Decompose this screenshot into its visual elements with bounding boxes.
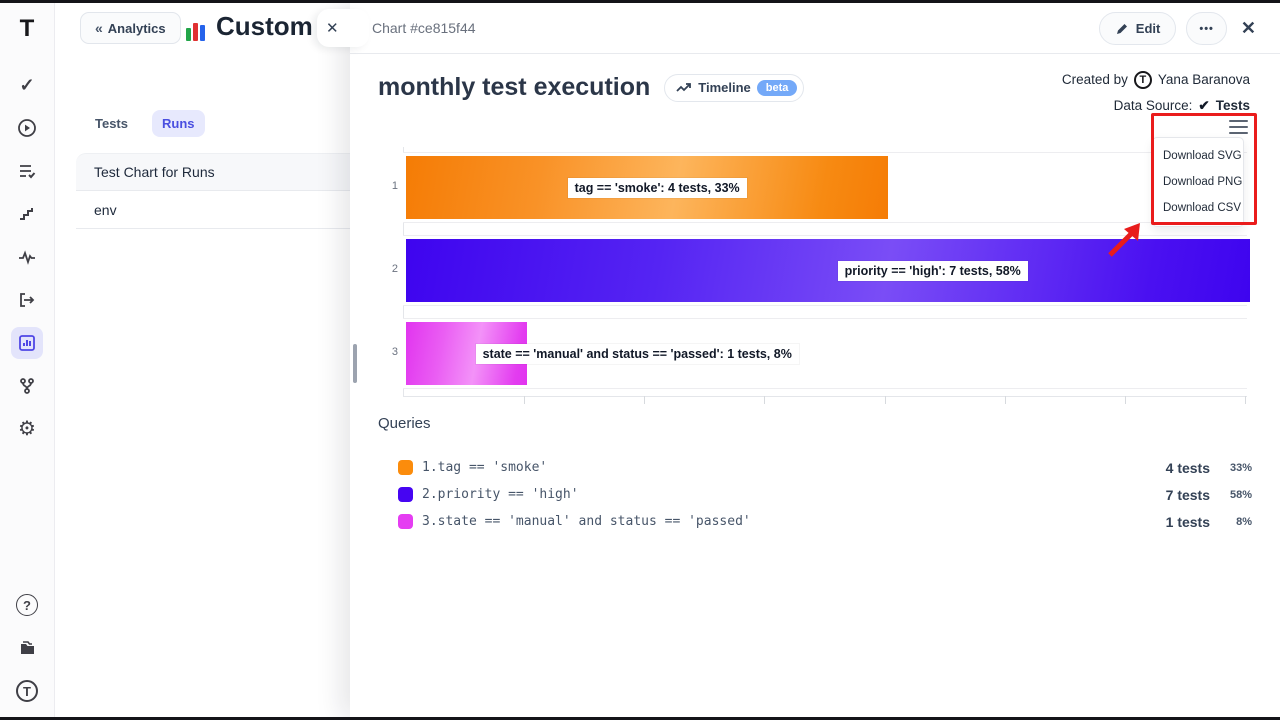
query-percent: 58%: [1229, 488, 1252, 501]
swatch-orange: [398, 460, 413, 475]
edit-button[interactable]: Edit: [1098, 12, 1177, 45]
queries-heading: Queries: [378, 415, 431, 432]
panel-header: Chart #ce815f44 Edit ••• ✕: [350, 3, 1280, 54]
query-row-3: 3. state == 'manual' and status == 'passe…: [378, 508, 1252, 535]
y-tick-3: 3: [391, 346, 398, 358]
window-top-edge: [0, 0, 1280, 3]
pulse-icon[interactable]: [11, 241, 43, 273]
timeline-label: Timeline: [698, 80, 751, 95]
x-axis-tick: [644, 396, 646, 404]
panel-actions: Edit ••• ✕: [1098, 12, 1260, 45]
creator-avatar: T: [1133, 71, 1152, 89]
timeline-toggle-button[interactable]: Timeline beta: [664, 73, 805, 102]
swatch-magenta: [398, 514, 413, 529]
query-text: priority == 'high': [437, 487, 579, 502]
branch-icon[interactable]: [11, 370, 43, 402]
analytics-back-label: Analytics: [107, 20, 166, 36]
icon-sidebar: T ✓ ⚙ ? T: [0, 3, 55, 717]
tab-runs[interactable]: Runs: [152, 110, 205, 137]
edit-label: Edit: [1135, 21, 1161, 36]
panel-close-notch-button[interactable]: ✕: [317, 9, 369, 47]
y-tick-2: 2: [391, 263, 398, 275]
query-index: 1.: [422, 460, 438, 475]
docs-icon[interactable]: [11, 632, 43, 664]
query-index: 2.: [422, 487, 438, 502]
x-axis-tick: [1004, 396, 1006, 404]
check-icon: ✔: [1198, 98, 1210, 113]
bar-label-state-manual-passed: state == 'manual' and status == 'passed'…: [475, 343, 799, 364]
pencil-icon: [1116, 23, 1127, 34]
x-axis-tick: [884, 396, 886, 404]
creator-name: Yana Baranova: [1157, 72, 1250, 87]
y-tick-1: 1: [391, 180, 398, 192]
query-tests-count: 4 tests: [1165, 459, 1210, 476]
chart-title: monthly test execution: [378, 73, 651, 101]
query-index: 3.: [422, 514, 438, 529]
steps-icon[interactable]: [11, 198, 43, 230]
query-percent: 33%: [1229, 461, 1252, 474]
chart-row: tag == 'smoke': 4 tests, 33%: [403, 152, 1247, 223]
settings-gear-icon[interactable]: ⚙: [18, 418, 36, 440]
query-percent: 8%: [1236, 515, 1252, 528]
menu-item-download-csv[interactable]: Download CSV: [1163, 202, 1241, 214]
chevrons-left-icon: «: [95, 20, 103, 36]
tab-tests[interactable]: Tests: [95, 116, 128, 131]
window-bottom-edge: [0, 717, 1280, 720]
checklist-icon[interactable]: [11, 155, 43, 187]
chart-id-title: Chart #ce815f44: [372, 20, 476, 36]
trend-line-icon: [676, 82, 692, 92]
close-panel-icon[interactable]: ✕: [1240, 18, 1256, 38]
x-axis-tick: [524, 396, 526, 404]
x-axis-tick: [1245, 396, 1246, 404]
query-tests-count: 1 tests: [1165, 513, 1210, 530]
queries-section: Queries 1. tag == 'smoke' 4 tests 33% 2. pr…: [378, 415, 1252, 535]
data-source-value: Tests: [1215, 98, 1250, 113]
bar-label-priority-high: priority == 'high': 7 tests, 58%: [837, 260, 1028, 281]
more-options-button[interactable]: •••: [1186, 12, 1227, 45]
play-circle-icon[interactable]: [11, 112, 43, 144]
query-text: state == 'manual' and status == 'passed': [437, 514, 751, 529]
chart-row: priority == 'high': 7 tests, 58%: [403, 235, 1250, 306]
query-row-1: 1. tag == 'smoke' 4 tests 33%: [378, 454, 1252, 481]
swatch-purple: [398, 487, 413, 502]
query-tests-count: 7 tests: [1165, 486, 1210, 503]
profile-logo-icon[interactable]: T: [11, 675, 43, 707]
bar-label-tag-smoke: tag == 'smoke': 4 tests, 33%: [567, 177, 747, 198]
bar-priority-high[interactable]: [406, 239, 1250, 302]
query-text: tag == 'smoke': [437, 460, 548, 475]
menu-item-download-png[interactable]: Download PNG: [1163, 176, 1243, 188]
chart-title-row: monthly test execution Timeline beta: [378, 73, 805, 102]
x-axis-tick: [1124, 396, 1126, 404]
tests-check-icon[interactable]: ✓: [19, 75, 35, 95]
import-run-icon[interactable]: [11, 284, 43, 316]
tests-runs-tabs: Tests Runs: [85, 110, 205, 137]
panel-scrollbar-thumb[interactable]: [353, 344, 357, 383]
chart-meta: Created by T Yana Baranova Data Source: …: [1062, 67, 1250, 119]
x-axis-tick: [764, 396, 766, 404]
brand-logo-icon[interactable]: T: [19, 15, 35, 42]
x-axis-line: [403, 396, 1247, 397]
analytics-bar-chart-icon[interactable]: [11, 327, 43, 359]
download-menu: Download SVG Download PNG Download CSV: [1152, 137, 1244, 227]
beta-badge: beta: [756, 79, 798, 96]
chart-colored-icon: [186, 13, 210, 41]
analytics-back-button[interactable]: « Analytics: [80, 12, 181, 44]
bar-chart-plot: 1 2 3 tag == 'smoke': 4 tests, 33% prior…: [392, 147, 1250, 404]
menu-item-download-svg[interactable]: Download SVG: [1163, 150, 1242, 162]
chart-row: state == 'manual' and status == 'passed'…: [403, 318, 1247, 389]
analytics-panel: « Analytics Custom C Tests Runs Test Cha…: [56, 3, 406, 717]
created-by-label: Created by: [1061, 72, 1128, 87]
data-source-label: Data Source:: [1113, 98, 1193, 113]
help-icon[interactable]: ?: [11, 589, 43, 621]
chart-menu-hamburger-icon[interactable]: [1229, 120, 1248, 134]
query-row-2: 2. priority == 'high' 7 tests 58%: [378, 481, 1252, 508]
chart-detail-panel: ✕ Chart #ce815f44 Edit ••• ✕ monthly tes…: [317, 3, 1280, 717]
